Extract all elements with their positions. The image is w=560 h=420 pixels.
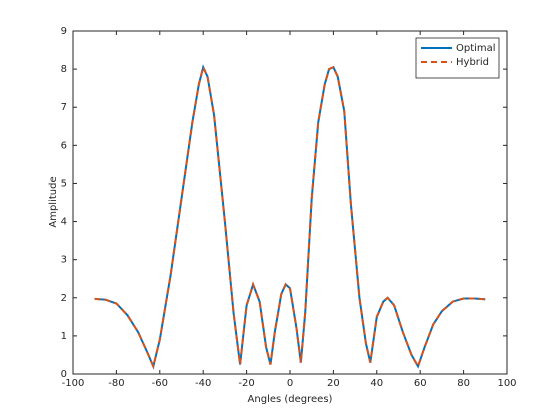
line-series — [94, 64, 486, 370]
legend-label: Optimal — [456, 43, 496, 54]
y-tick-label: 4 — [61, 217, 67, 228]
x-tick-label: 100 — [497, 378, 516, 389]
y-tick-label: 1 — [61, 331, 67, 342]
x-tick-label: 0 — [287, 378, 293, 389]
y-tick-label: 7 — [61, 102, 67, 113]
x-tick-label: -80 — [108, 378, 124, 389]
y-tick-label: 9 — [61, 26, 67, 37]
x-tick-label: -60 — [152, 378, 168, 389]
x-tick-label: 20 — [327, 378, 340, 389]
y-tick-label: 0 — [61, 369, 67, 380]
y-axis-label: Amplitude — [48, 176, 59, 227]
legend-label: Hybrid — [456, 57, 489, 68]
x-axis-label: Angles (degrees) — [248, 394, 333, 405]
legend-box — [415, 37, 500, 79]
x-tick-label: 60 — [414, 378, 427, 389]
x-tick-label: -20 — [238, 378, 254, 389]
y-tick-label: 6 — [61, 140, 67, 151]
y-tick-label: 5 — [61, 178, 67, 189]
axes-box — [72, 30, 508, 375]
x-tick-label: -40 — [195, 378, 211, 389]
y-tick-label: 3 — [61, 255, 67, 266]
y-tick-label: 2 — [61, 293, 67, 304]
y-tick-label: 8 — [61, 64, 67, 75]
x-tick-label: 40 — [370, 378, 383, 389]
x-tick-label: 80 — [457, 378, 470, 389]
x-tick-label: -100 — [62, 378, 85, 389]
